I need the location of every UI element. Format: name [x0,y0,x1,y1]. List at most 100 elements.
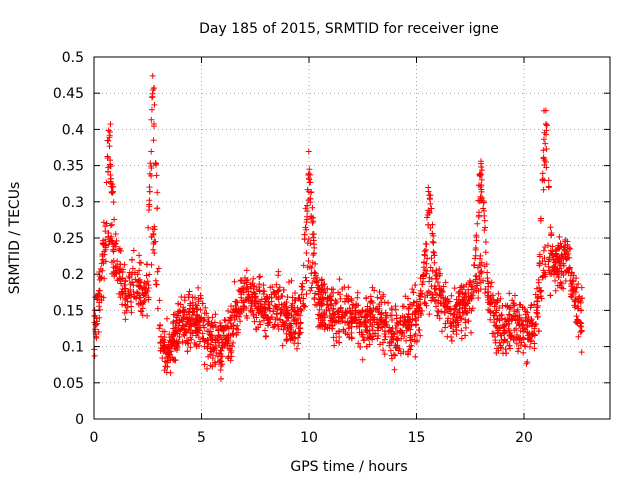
data-point [148,261,155,268]
data-point [355,340,362,347]
data-point [110,199,117,206]
data-point [388,355,395,362]
data-point [303,290,310,297]
data-point [119,288,126,295]
data-point [329,325,336,332]
data-point [434,312,441,319]
data-point [146,271,153,278]
data-point [558,243,565,250]
data-point [197,292,204,299]
data-point [217,375,224,382]
data-point [371,319,378,326]
data-point [425,288,432,295]
data-point [252,293,259,300]
data-point [107,163,114,170]
data-point [555,274,562,281]
data-point [399,313,406,320]
data-point [109,189,116,196]
data-point [514,306,521,313]
data-point [148,164,155,171]
data-point [295,315,302,322]
data-point [170,318,177,325]
data-point [556,265,563,272]
data-point [320,317,327,324]
data-point [423,241,430,248]
data-point [186,288,193,295]
data-point [145,294,152,301]
data-point [335,308,342,315]
data-point [230,339,237,346]
data-point [330,305,337,312]
data-point [99,256,106,263]
data-point [110,257,117,264]
data-point [96,314,103,321]
data-point [171,337,178,344]
data-point [103,220,110,227]
data-point [410,299,417,306]
data-point [447,310,454,317]
data-point [184,339,191,346]
data-point [315,315,322,322]
data-point [150,137,157,144]
data-point [561,238,568,245]
data-point [511,327,518,334]
data-point [140,291,147,298]
y-tick-label: 0.05 [53,376,84,392]
data-point [417,287,424,294]
y-tick-label: 0.5 [62,50,84,66]
data-point [506,342,513,349]
data-point [153,172,160,179]
data-point [194,302,201,309]
data-point [436,286,443,293]
data-point [289,335,296,342]
data-point [484,275,491,282]
data-point [382,315,389,322]
data-point [141,297,148,304]
data-point [117,261,124,268]
data-point [313,302,320,309]
data-point [475,288,482,295]
data-point [276,284,283,291]
data-point [116,290,123,297]
data-point [391,366,398,373]
data-point [535,276,542,283]
data-point [552,258,559,265]
data-point [487,300,494,307]
data-point [469,283,476,290]
data-point [543,145,550,152]
data-point [128,256,135,263]
data-point [473,232,480,239]
data-point [303,277,310,284]
data-point [478,163,485,170]
data-point [515,345,522,352]
data-point [283,299,290,306]
data-point [314,274,321,281]
data-point [537,215,544,222]
data-point [321,281,328,288]
data-point [407,332,414,339]
data-point [436,266,443,273]
data-point [462,332,469,339]
data-point [144,312,151,319]
data-point [432,272,439,279]
data-point [578,349,585,356]
data-point [309,280,316,287]
data-point [512,292,519,299]
x-tick-label: 20 [515,430,533,446]
chart-title: Day 185 of 2015, SRMTID for receiver ign… [199,21,499,37]
data-point [499,302,506,309]
data-point [216,349,223,356]
data-point [505,325,512,332]
data-point [543,164,550,171]
data-point [219,344,226,351]
data-point [227,314,234,321]
data-point [257,273,264,280]
data-point [318,289,325,296]
data-point [400,303,407,310]
data-point [380,319,387,326]
data-point [211,319,218,326]
data-point [569,292,576,299]
data-point [534,304,541,311]
data-point [382,333,389,340]
data-point [139,312,146,319]
